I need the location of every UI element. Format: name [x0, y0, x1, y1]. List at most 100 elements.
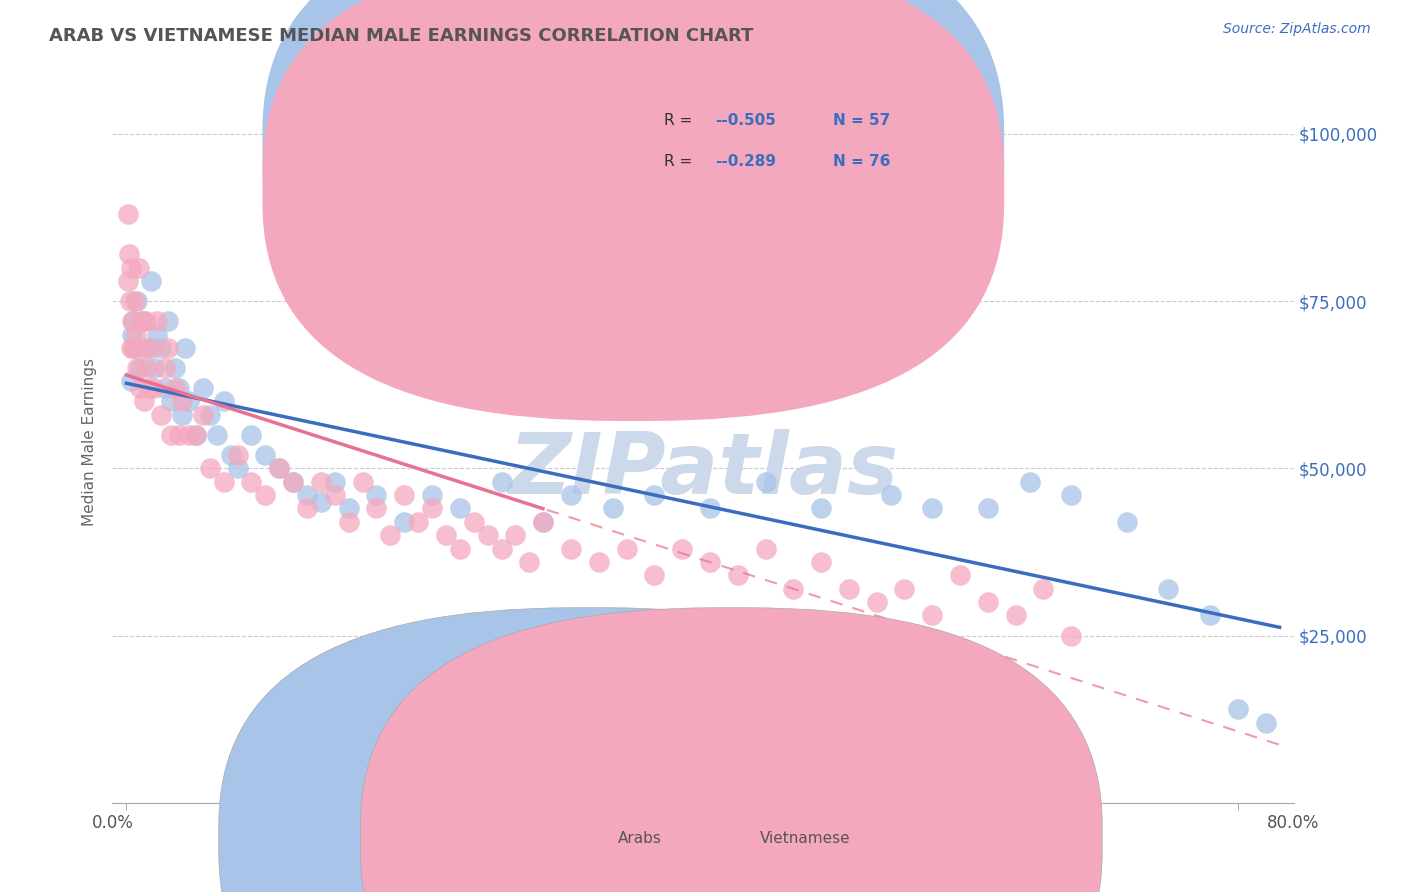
- Point: [160, 427, 183, 442]
- Point: [170, 408, 193, 422]
- Point: [121, 327, 143, 342]
- Point: [449, 501, 471, 516]
- Point: [838, 582, 860, 596]
- Point: [269, 461, 291, 475]
- Point: [643, 568, 665, 582]
- Point: [449, 541, 471, 556]
- Point: [125, 327, 148, 342]
- Point: [810, 501, 832, 516]
- Point: [977, 501, 1000, 516]
- Point: [323, 488, 346, 502]
- Point: [117, 207, 139, 221]
- Point: [879, 488, 901, 502]
- Point: [143, 361, 166, 376]
- Point: [1254, 715, 1277, 730]
- Point: [1199, 608, 1222, 623]
- Point: [754, 475, 776, 489]
- Point: [219, 448, 242, 462]
- Point: [921, 608, 943, 623]
- Point: [141, 274, 163, 288]
- Point: [281, 475, 304, 489]
- Point: [122, 314, 145, 328]
- Point: [1032, 582, 1054, 596]
- Point: [323, 475, 346, 489]
- Point: [531, 515, 554, 529]
- Point: [198, 461, 221, 475]
- Point: [671, 541, 693, 556]
- Text: N = 76: N = 76: [832, 154, 890, 169]
- Point: [295, 501, 318, 516]
- Point: [212, 475, 235, 489]
- Point: [131, 314, 153, 328]
- Text: N = 57: N = 57: [832, 112, 890, 128]
- Point: [177, 427, 200, 442]
- Point: [810, 555, 832, 569]
- Point: [394, 515, 416, 529]
- Point: [309, 475, 332, 489]
- Point: [127, 293, 149, 308]
- Point: [212, 394, 235, 409]
- Point: [1157, 582, 1180, 596]
- Point: [394, 488, 416, 502]
- Point: [949, 568, 972, 582]
- Point: [124, 341, 146, 355]
- Point: [921, 501, 943, 516]
- Point: [146, 327, 169, 342]
- Point: [163, 361, 186, 376]
- Point: [1226, 702, 1249, 716]
- FancyBboxPatch shape: [360, 607, 1102, 892]
- Point: [893, 582, 915, 596]
- FancyBboxPatch shape: [263, 0, 1004, 421]
- Point: [643, 488, 665, 502]
- Point: [157, 314, 180, 328]
- FancyBboxPatch shape: [219, 607, 960, 892]
- Text: R =: R =: [664, 154, 697, 169]
- Point: [136, 341, 159, 355]
- Point: [170, 394, 193, 409]
- Point: [198, 408, 221, 422]
- Point: [167, 427, 190, 442]
- Point: [129, 381, 152, 395]
- Point: [337, 501, 360, 516]
- Point: [118, 247, 141, 261]
- Point: [155, 381, 177, 395]
- Point: [163, 381, 186, 395]
- Point: [157, 341, 180, 355]
- Point: [420, 501, 443, 516]
- Point: [136, 361, 159, 376]
- Point: [120, 260, 142, 275]
- Point: [146, 314, 169, 328]
- Text: ZIPatlas: ZIPatlas: [508, 429, 898, 512]
- Point: [380, 528, 402, 542]
- Point: [699, 555, 721, 569]
- Text: Vietnamese: Vietnamese: [759, 831, 851, 847]
- Point: [150, 408, 173, 422]
- Point: [160, 394, 183, 409]
- Point: [167, 381, 190, 395]
- Point: [337, 515, 360, 529]
- Point: [463, 515, 485, 529]
- Point: [505, 528, 527, 542]
- Point: [866, 595, 889, 609]
- Point: [184, 427, 207, 442]
- Point: [420, 488, 443, 502]
- Point: [117, 274, 139, 288]
- Point: [191, 408, 214, 422]
- Text: Source: ZipAtlas.com: Source: ZipAtlas.com: [1223, 22, 1371, 37]
- Point: [226, 448, 249, 462]
- Point: [240, 475, 263, 489]
- Point: [560, 541, 582, 556]
- Text: Arabs: Arabs: [619, 831, 662, 847]
- Point: [782, 582, 804, 596]
- Point: [531, 515, 554, 529]
- Text: ARAB VS VIETNAMESE MEDIAN MALE EARNINGS CORRELATION CHART: ARAB VS VIETNAMESE MEDIAN MALE EARNINGS …: [49, 27, 754, 45]
- Point: [240, 427, 263, 442]
- Point: [134, 394, 156, 409]
- Point: [138, 381, 160, 395]
- Point: [173, 341, 195, 355]
- Point: [434, 528, 457, 542]
- Point: [141, 341, 163, 355]
- Point: [977, 595, 1000, 609]
- Point: [616, 541, 638, 556]
- Point: [177, 394, 200, 409]
